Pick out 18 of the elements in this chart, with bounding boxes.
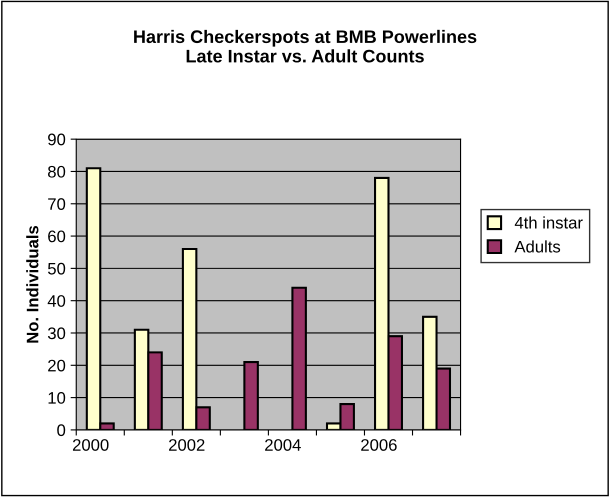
y-tick-label: 20 <box>48 360 66 372</box>
legend-label: 4th instar <box>514 216 583 229</box>
x-tick-label: 2006 <box>361 439 397 451</box>
x-tick-label: 2000 <box>72 439 109 451</box>
x-tick-label: 2004 <box>265 439 301 451</box>
chart-title: Harris Checkerspots at BMB Powerlines Late Instar vs. Adult Counts <box>134 30 476 63</box>
legend-label: Adults <box>514 240 560 253</box>
x-tick-label: 2002 <box>169 439 204 451</box>
y-tick-label: 70 <box>48 198 66 210</box>
y-tick-label: 0 <box>57 424 66 436</box>
y-tick-label: 40 <box>48 295 66 307</box>
y-tick-label: 90 <box>48 134 66 146</box>
y-tick-label: 10 <box>48 392 66 404</box>
y-tick-label: 80 <box>48 166 66 178</box>
y-tick-label: 50 <box>48 262 66 275</box>
y-tick-label: 30 <box>48 327 66 340</box>
y-axis-title: No. Individuals <box>26 226 38 343</box>
y-tick-label: 60 <box>48 230 66 242</box>
